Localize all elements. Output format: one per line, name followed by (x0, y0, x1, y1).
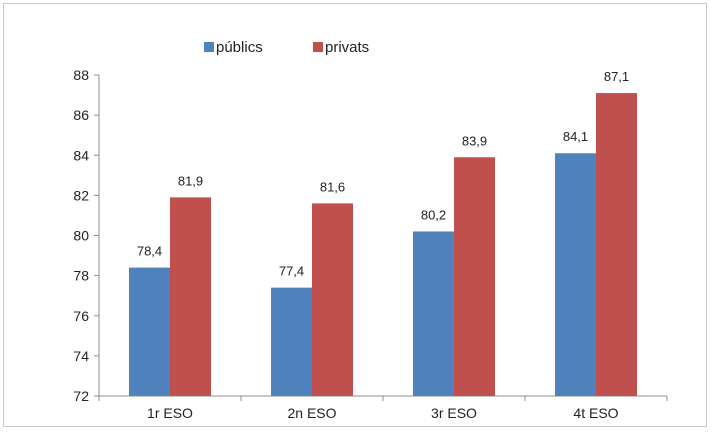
x-tick-label: 1r ESO (147, 405, 193, 421)
legend-label: públics (216, 39, 263, 56)
data-label: 80,2 (421, 207, 446, 222)
data-label: 81,6 (320, 179, 345, 194)
x-tick-label: 4t ESO (573, 405, 618, 421)
bar-publics (271, 287, 312, 396)
y-tick-label: 84 (73, 147, 89, 163)
legend-swatch (204, 42, 214, 52)
bar-privats (312, 203, 353, 396)
bar-publics (129, 267, 170, 396)
y-tick-label: 72 (73, 388, 89, 404)
y-tick-label: 76 (73, 308, 89, 324)
bar-publics (413, 231, 454, 396)
y-tick-label: 80 (73, 228, 89, 244)
bar-publics (555, 153, 596, 396)
x-tick-label: 3r ESO (431, 405, 477, 421)
bar-privats (596, 93, 637, 397)
data-label: 81,9 (178, 173, 203, 188)
y-tick-label: 82 (73, 187, 89, 203)
y-tick-label: 74 (73, 348, 89, 364)
legend-label: privats (325, 39, 369, 56)
legend-swatch (313, 42, 323, 52)
bar-privats (170, 197, 211, 396)
data-label: 84,1 (563, 129, 588, 144)
bar-privats (454, 157, 495, 396)
x-tick-label: 2n ESO (287, 405, 336, 421)
bars (129, 93, 637, 397)
y-tick-label: 78 (73, 268, 89, 284)
data-label: 78,4 (137, 244, 162, 259)
y-tick-label: 86 (73, 107, 89, 123)
data-labels: 78,4 81,9 77,4 81,6 80,2 83,9 84,1 87,1 (137, 69, 629, 279)
data-label: 87,1 (604, 69, 629, 84)
data-label: 83,9 (462, 133, 487, 148)
y-tick-label: 88 (73, 67, 89, 83)
data-label: 77,4 (279, 264, 304, 279)
legend: públics privats (204, 39, 369, 56)
